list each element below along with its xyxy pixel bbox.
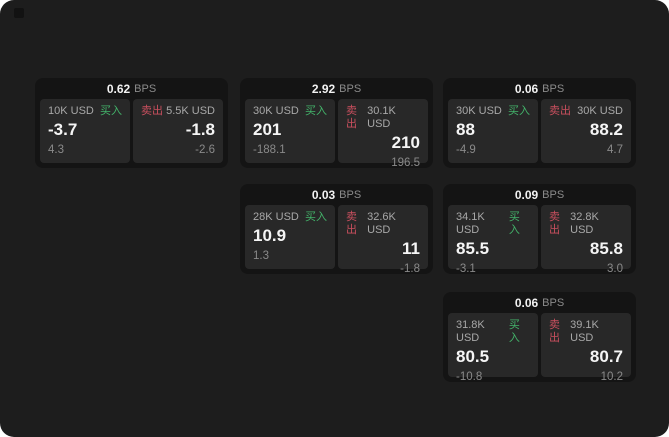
sell-price: 85.8 <box>589 239 623 258</box>
sell-price: -1.8 <box>185 120 215 139</box>
sell-price: 80.7 <box>589 347 623 366</box>
quote-card: 0.06 BPS 31.8K USD 买入 80.5 -10.8 卖出 39.1… <box>443 292 636 383</box>
buy-panel[interactable]: 10K USD 买入 -3.7 4.3 <box>40 99 130 163</box>
buy-side-label: 买入 <box>508 319 520 344</box>
spread-value: 0.09 <box>514 188 539 202</box>
spread-value: 0.06 <box>514 82 539 96</box>
spread-value: 0.03 <box>311 188 336 202</box>
spread-unit-label: BPS <box>339 189 362 201</box>
buy-price: 10.9 <box>253 226 287 245</box>
buy-change: -10.8 <box>456 371 483 383</box>
sell-side-label: 卖出 <box>141 105 163 117</box>
sell-amount: 30.1K USD <box>367 105 396 130</box>
spread-unit-label: BPS <box>339 83 362 95</box>
buy-price: 201 <box>253 120 282 139</box>
quote-card: 0.62 BPS 10K USD 买入 -3.7 4.3 卖出 5.5K USD… <box>35 78 228 168</box>
spread-header: 2.92 BPS <box>240 78 433 99</box>
sell-side-label: 卖出 <box>549 105 571 117</box>
sell-side-label: 卖出 <box>346 211 357 236</box>
buy-change: -188.1 <box>253 144 286 156</box>
buy-price: 88 <box>456 120 475 139</box>
sell-change: 3.0 <box>607 263 623 275</box>
sell-panel[interactable]: 卖出 39.1K USD 80.7 10.2 <box>541 313 631 383</box>
spread-value: 0.06 <box>514 296 539 310</box>
sell-change: -2.6 <box>195 144 215 156</box>
buy-price: 85.5 <box>456 239 490 258</box>
buy-amount: 34.1K USD <box>456 211 485 236</box>
buy-change: -4.9 <box>456 144 476 156</box>
quote-card: 2.92 BPS 30K USD 买入 201 -188.1 卖出 30.1K … <box>240 78 433 169</box>
sell-price: 210 <box>391 133 420 152</box>
quote-card: 0.09 BPS 34.1K USD 买入 85.5 -3.1 卖出 32.8K… <box>443 184 636 275</box>
corner-app-icon <box>14 8 24 18</box>
sell-change: -1.8 <box>400 263 420 275</box>
buy-side-label: 买入 <box>508 211 520 236</box>
sell-panel[interactable]: 卖出 30K USD 88.2 4.7 <box>541 99 631 163</box>
sell-panel[interactable]: 卖出 5.5K USD -1.8 -2.6 <box>133 99 223 163</box>
sell-amount: 30K USD <box>577 105 623 117</box>
buy-panel[interactable]: 31.8K USD 买入 80.5 -10.8 <box>448 313 538 383</box>
spread-unit-label: BPS <box>542 83 565 95</box>
buy-panel[interactable]: 34.1K USD 买入 85.5 -3.1 <box>448 205 538 275</box>
buy-change: -3.1 <box>456 263 476 275</box>
sell-change: 196.5 <box>391 157 420 169</box>
spread-header: 0.03 BPS <box>240 184 433 205</box>
spread-header: 0.06 BPS <box>443 292 636 313</box>
buy-change: 1.3 <box>253 250 269 262</box>
sell-amount: 32.8K USD <box>570 211 599 236</box>
sell-amount: 5.5K USD <box>166 105 215 117</box>
buy-side-label: 买入 <box>100 105 122 117</box>
sell-amount: 32.6K USD <box>367 211 396 236</box>
buy-side-label: 买入 <box>305 211 327 223</box>
spread-unit-label: BPS <box>542 297 565 309</box>
sell-side-label: 卖出 <box>549 319 560 344</box>
spread-header: 0.62 BPS <box>35 78 228 99</box>
buy-amount: 30K USD <box>253 105 299 117</box>
buy-panel[interactable]: 28K USD 买入 10.9 1.3 <box>245 205 335 269</box>
buy-side-label: 买入 <box>305 105 327 117</box>
sell-panel[interactable]: 卖出 32.8K USD 85.8 3.0 <box>541 205 631 275</box>
spread-unit-label: BPS <box>134 83 157 95</box>
sell-price: 11 <box>402 239 420 258</box>
buy-amount: 10K USD <box>48 105 94 117</box>
buy-amount: 28K USD <box>253 211 299 223</box>
buy-amount: 30K USD <box>456 105 502 117</box>
buy-panel[interactable]: 30K USD 买入 201 -188.1 <box>245 99 335 163</box>
spread-header: 0.09 BPS <box>443 184 636 205</box>
buy-change: 4.3 <box>48 144 64 156</box>
spread-value: 0.62 <box>106 82 131 96</box>
buy-price: -3.7 <box>48 120 78 139</box>
buy-side-label: 买入 <box>508 105 530 117</box>
sell-change: 10.2 <box>600 371 623 383</box>
quote-card: 0.06 BPS 30K USD 买入 88 -4.9 卖出 30K USD 8… <box>443 78 636 168</box>
spread-header: 0.06 BPS <box>443 78 636 99</box>
buy-amount: 31.8K USD <box>456 319 485 344</box>
sell-side-label: 卖出 <box>549 211 560 236</box>
buy-panel[interactable]: 30K USD 买入 88 -4.9 <box>448 99 538 163</box>
sell-change: 4.7 <box>607 144 623 156</box>
sell-price: 88.2 <box>589 120 623 139</box>
spread-value: 2.92 <box>311 82 336 96</box>
quote-card: 0.03 BPS 28K USD 买入 10.9 1.3 卖出 32.6K US… <box>240 184 433 275</box>
buy-price: 80.5 <box>456 347 490 366</box>
spread-unit-label: BPS <box>542 189 565 201</box>
sell-panel[interactable]: 卖出 30.1K USD 210 196.5 <box>338 99 428 169</box>
sell-panel[interactable]: 卖出 32.6K USD 11 -1.8 <box>338 205 428 275</box>
sell-side-label: 卖出 <box>346 105 357 130</box>
sell-amount: 39.1K USD <box>570 319 599 344</box>
